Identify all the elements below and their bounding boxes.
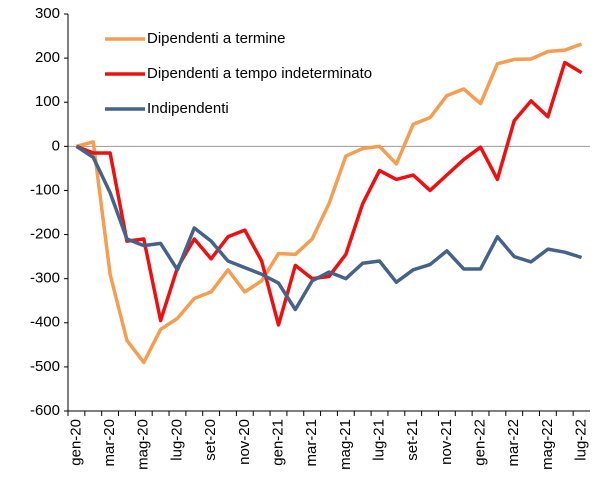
y-tick-label: 0 xyxy=(52,137,60,154)
x-tick-label: nov-21 xyxy=(438,419,455,465)
y-tick-label: -200 xyxy=(30,226,60,243)
series-line xyxy=(75,60,583,327)
x-tick-label: mag-20 xyxy=(135,419,152,470)
legend-label: Indipendenti xyxy=(147,100,229,117)
series-line xyxy=(75,144,583,312)
x-tick-label: mar-20 xyxy=(101,419,118,467)
x-tick-label: lug-20 xyxy=(168,419,185,461)
y-tick-label: 100 xyxy=(35,93,60,110)
y-tick-label: -300 xyxy=(30,270,60,287)
x-tick-label: mar-21 xyxy=(303,419,320,467)
x-tick-label: set-21 xyxy=(404,419,421,461)
series-line xyxy=(75,42,583,365)
x-tick-label: mag-21 xyxy=(337,419,354,470)
y-tick-label: -100 xyxy=(30,181,60,198)
y-tick-label: -600 xyxy=(30,402,60,419)
legend-label: Dipendenti a termine xyxy=(147,30,285,47)
x-tick-label: lug-21 xyxy=(370,419,387,461)
x-tick-label: gen-20 xyxy=(67,419,84,466)
y-tick-label: -400 xyxy=(30,314,60,331)
x-tick-label: mag-22 xyxy=(539,419,556,470)
x-tick-label: set-20 xyxy=(202,419,219,461)
x-tick-label: lug-22 xyxy=(573,419,590,461)
y-tick-label: 300 xyxy=(35,5,60,22)
y-tick-label: 200 xyxy=(35,49,60,66)
x-tick-label: gen-21 xyxy=(269,419,286,466)
x-tick-label: gen-22 xyxy=(472,419,489,466)
legend-label: Dipendenti a tempo indeterminato xyxy=(147,65,372,82)
y-tick-label: -500 xyxy=(30,358,60,375)
x-tick-label: nov-20 xyxy=(236,419,253,465)
x-tick-label: mar-22 xyxy=(505,419,522,467)
